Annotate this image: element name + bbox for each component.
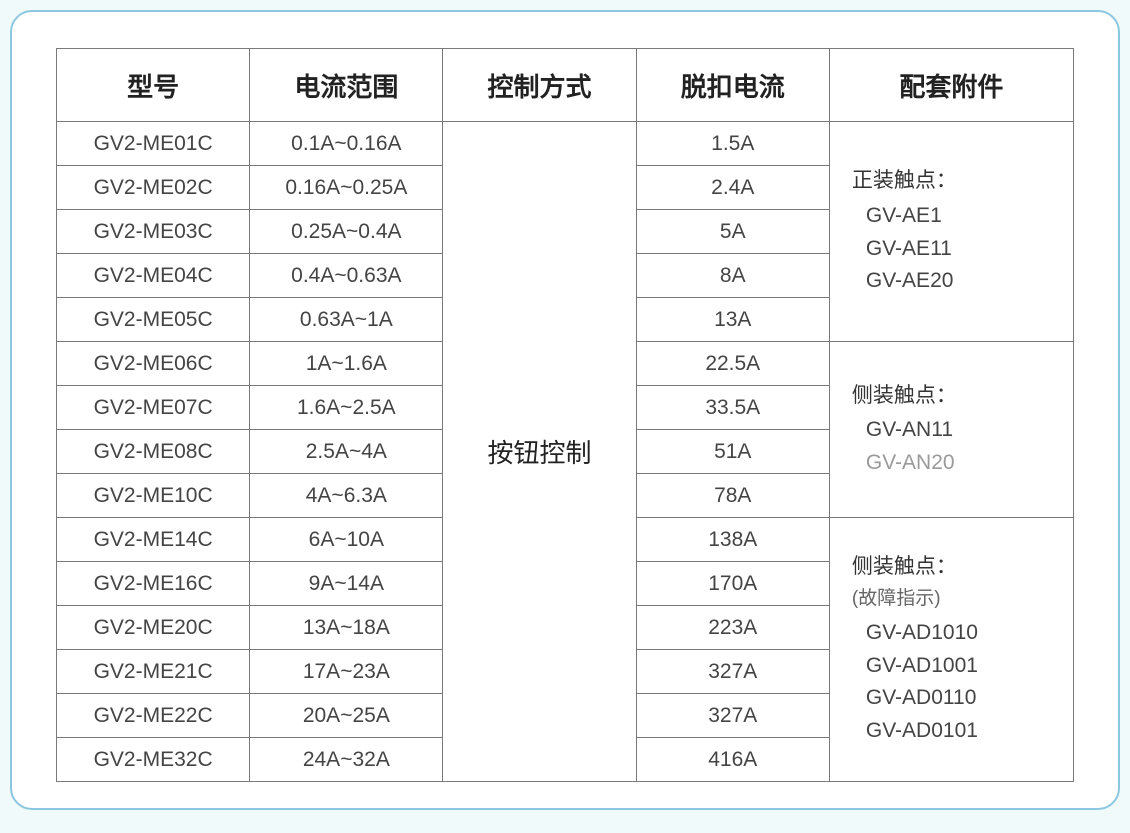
cell-range: 6A~10A <box>250 518 443 562</box>
cell-model: GV2-ME03C <box>57 210 250 254</box>
accessory-subtitle: (故障指示) <box>852 584 1059 613</box>
spec-table: 型号 电流范围 控制方式 脱扣电流 配套附件 GV2-ME01C0.1A~0.1… <box>56 48 1074 782</box>
cell-range: 24A~32A <box>250 738 443 782</box>
cell-model: GV2-ME10C <box>57 474 250 518</box>
cell-range: 1A~1.6A <box>250 342 443 386</box>
cell-trip: 22.5A <box>636 342 829 386</box>
cell-model: GV2-ME02C <box>57 166 250 210</box>
cell-trip: 33.5A <box>636 386 829 430</box>
cell-range: 0.63A~1A <box>250 298 443 342</box>
col-trip: 脱扣电流 <box>636 49 829 122</box>
cell-range: 13A~18A <box>250 606 443 650</box>
accessory-title: 侧装触点： <box>852 380 1059 413</box>
accessory-item: GV-AD1001 <box>852 650 1059 683</box>
accessory-item: GV-AN11 <box>852 414 1059 447</box>
cell-trip: 138A <box>636 518 829 562</box>
cell-model: GV2-ME32C <box>57 738 250 782</box>
accessory-block: 侧装触点：GV-AN11GV-AN20 <box>830 372 1073 488</box>
cell-trip: 327A <box>636 694 829 738</box>
cell-model: GV2-ME01C <box>57 122 250 166</box>
cell-range: 0.1A~0.16A <box>250 122 443 166</box>
cell-trip: 327A <box>636 650 829 694</box>
cell-range: 17A~23A <box>250 650 443 694</box>
accessory-block: 正装触点：GV-AE1GV-AE11GV-AE20 <box>830 157 1073 305</box>
col-accessory: 配套附件 <box>829 49 1073 122</box>
cell-trip: 2.4A <box>636 166 829 210</box>
accessory-item: GV-AN20 <box>852 447 1059 480</box>
cell-range: 0.16A~0.25A <box>250 166 443 210</box>
accessory-title: 正装触点： <box>852 165 1059 198</box>
table-row: GV2-ME01C0.1A~0.16A按钮控制1.5A正装触点：GV-AE1GV… <box>57 122 1074 166</box>
cell-accessory-group: 侧装触点：GV-AN11GV-AN20 <box>829 342 1073 518</box>
accessory-item: GV-AD1010 <box>852 617 1059 650</box>
cell-range: 9A~14A <box>250 562 443 606</box>
cell-model: GV2-ME05C <box>57 298 250 342</box>
cell-model: GV2-ME22C <box>57 694 250 738</box>
cell-model: GV2-ME08C <box>57 430 250 474</box>
cell-model: GV2-ME14C <box>57 518 250 562</box>
accessory-item: GV-AD0101 <box>852 715 1059 748</box>
cell-accessory-group: 侧装触点：(故障指示) GV-AD1010GV-AD1001GV-AD0110GV… <box>829 518 1073 782</box>
table-body: GV2-ME01C0.1A~0.16A按钮控制1.5A正装触点：GV-AE1GV… <box>57 122 1074 782</box>
cell-range: 20A~25A <box>250 694 443 738</box>
spec-card: 型号 电流范围 控制方式 脱扣电流 配套附件 GV2-ME01C0.1A~0.1… <box>10 10 1120 810</box>
cell-trip: 51A <box>636 430 829 474</box>
col-control: 控制方式 <box>443 49 636 122</box>
accessory-item: GV-AD0110 <box>852 682 1059 715</box>
cell-control-mode: 按钮控制 <box>443 122 636 782</box>
cell-model: GV2-ME21C <box>57 650 250 694</box>
cell-accessory-group: 正装触点：GV-AE1GV-AE11GV-AE20 <box>829 122 1073 342</box>
cell-model: GV2-ME04C <box>57 254 250 298</box>
accessory-title: 侧装触点： <box>852 551 1059 584</box>
cell-range: 2.5A~4A <box>250 430 443 474</box>
accessory-item: GV-AE11 <box>852 233 1059 266</box>
cell-model: GV2-ME20C <box>57 606 250 650</box>
cell-model: GV2-ME07C <box>57 386 250 430</box>
cell-model: GV2-ME16C <box>57 562 250 606</box>
accessory-block: 侧装触点：(故障指示) GV-AD1010GV-AD1001GV-AD0110GV… <box>830 543 1073 755</box>
col-range: 电流范围 <box>250 49 443 122</box>
accessory-item: GV-AE20 <box>852 265 1059 298</box>
control-mode-label: 按钮控制 <box>488 438 592 468</box>
cell-range: 1.6A~2.5A <box>250 386 443 430</box>
cell-trip: 170A <box>636 562 829 606</box>
cell-range: 0.25A~0.4A <box>250 210 443 254</box>
col-model: 型号 <box>57 49 250 122</box>
cell-trip: 78A <box>636 474 829 518</box>
cell-range: 0.4A~0.63A <box>250 254 443 298</box>
cell-trip: 8A <box>636 254 829 298</box>
table-header-row: 型号 电流范围 控制方式 脱扣电流 配套附件 <box>57 49 1074 122</box>
cell-range: 4A~6.3A <box>250 474 443 518</box>
cell-trip: 13A <box>636 298 829 342</box>
cell-model: GV2-ME06C <box>57 342 250 386</box>
cell-trip: 416A <box>636 738 829 782</box>
accessory-item: GV-AE1 <box>852 200 1059 233</box>
cell-trip: 223A <box>636 606 829 650</box>
cell-trip: 1.5A <box>636 122 829 166</box>
cell-trip: 5A <box>636 210 829 254</box>
